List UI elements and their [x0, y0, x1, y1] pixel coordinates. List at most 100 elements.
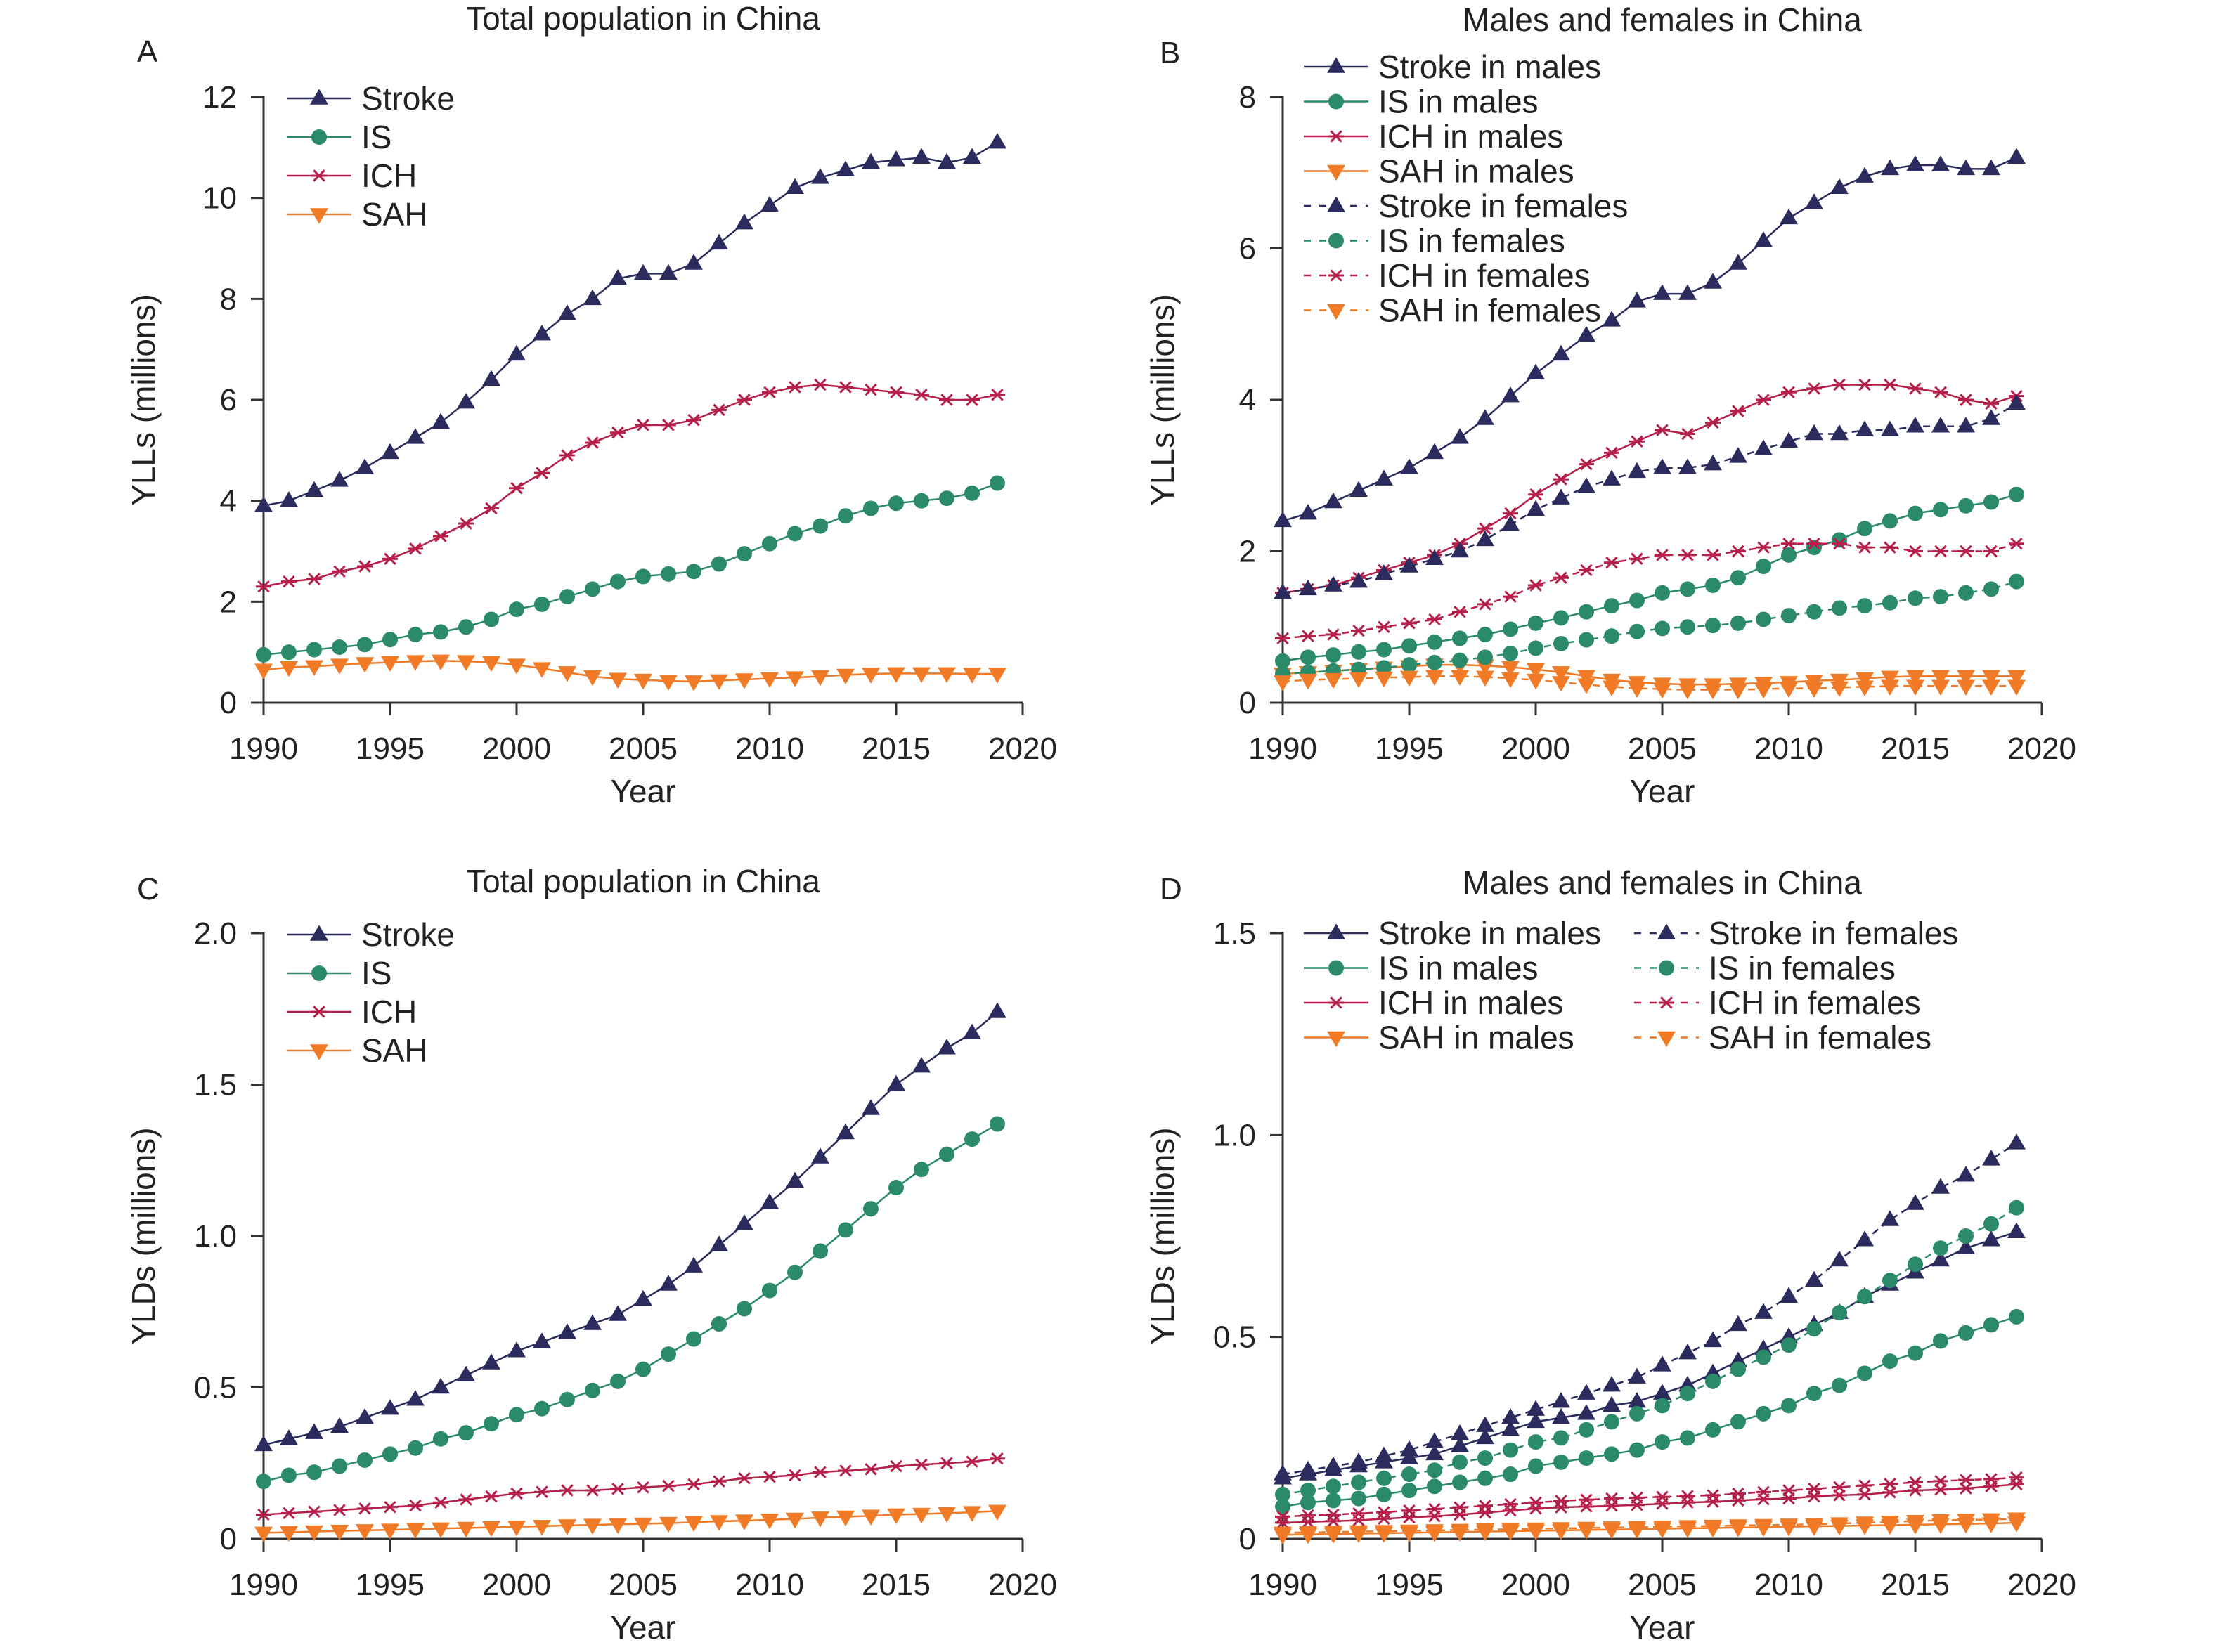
legend-item: ICH in males	[1304, 984, 1563, 1021]
data-point	[1806, 540, 1822, 556]
data-point	[1553, 1501, 1569, 1514]
axes: 0 0.5 1.0 1.5 1990 1995 2000 2005 2010 2015 2020	[1213, 916, 2076, 1602]
data-point	[509, 601, 524, 618]
data-point	[558, 304, 576, 320]
data-point	[1427, 634, 1442, 650]
data-point	[306, 1464, 322, 1481]
data-point	[1628, 1521, 1646, 1537]
data-point	[1906, 679, 1924, 696]
data-point	[914, 493, 929, 509]
data-point	[635, 1361, 651, 1377]
data-point	[659, 675, 678, 691]
y-tick-label: 2.0	[194, 916, 237, 951]
data-point	[737, 1301, 752, 1317]
data-point	[1629, 1442, 1645, 1458]
data-point	[356, 1407, 374, 1424]
data-point	[1552, 344, 1570, 361]
x-tick-label: 2015	[1881, 1568, 1950, 1602]
data-point	[1451, 1424, 1469, 1440]
data-point	[1425, 670, 1444, 686]
data-point	[280, 1526, 298, 1542]
data-point	[1729, 447, 1747, 463]
data-point	[1680, 1386, 1695, 1402]
data-point	[305, 1423, 323, 1439]
data-point	[1628, 1367, 1646, 1384]
series-line	[1282, 403, 2017, 594]
data-point	[1628, 292, 1646, 308]
legend-label: ICH in females	[1378, 257, 1591, 294]
data-point	[786, 671, 804, 687]
data-point	[813, 518, 828, 534]
data-point	[2007, 394, 2026, 410]
panels: A Total population in China 0 2 4 6 8 10 12 1990 1…	[125, 0, 2076, 1646]
data-point	[1503, 507, 1518, 520]
data-point	[1655, 1497, 1670, 1510]
data-point	[1629, 623, 1645, 639]
data-point	[1830, 178, 1849, 195]
data-point	[1553, 1430, 1569, 1446]
series-sah-in-females	[1274, 670, 2026, 700]
data-point	[1528, 1496, 1543, 1509]
x-tick-label: 2010	[1754, 731, 1823, 766]
data-point	[1604, 1492, 1619, 1505]
data-point	[1351, 644, 1366, 660]
panel-label: C	[137, 872, 160, 906]
data-point	[1527, 663, 1545, 679]
legend-label: SAH in males	[1378, 153, 1574, 190]
legend-item: Stroke in females	[1304, 188, 1628, 224]
data-point	[432, 412, 450, 429]
data-point	[1705, 1495, 1721, 1508]
data-point	[737, 1472, 752, 1485]
data-point	[281, 644, 297, 661]
data-point	[1275, 1486, 1290, 1502]
x-tick-label: 2005	[1628, 1568, 1697, 1602]
data-point	[863, 1463, 879, 1476]
data-point	[737, 546, 752, 562]
data-point	[1477, 649, 1493, 665]
data-point	[1376, 1506, 1392, 1518]
data-point	[1400, 557, 1418, 573]
data-point	[685, 675, 703, 691]
data-point	[1756, 611, 1771, 627]
data-point	[862, 152, 880, 169]
data-point	[1857, 1365, 1872, 1381]
data-point	[1503, 1497, 1518, 1511]
data-point	[811, 168, 829, 184]
data-point	[1375, 469, 1393, 486]
data-point	[1375, 564, 1393, 580]
axes: 0 2 4 6 8 1990 1995 2000 2005 2010 2015 2020	[1239, 80, 2076, 766]
x-tick-label: 1990	[1248, 1568, 1317, 1602]
data-point	[280, 661, 298, 677]
data-point	[1501, 1523, 1520, 1539]
data-point	[583, 670, 602, 687]
data-point	[1376, 1486, 1392, 1502]
data-point	[507, 658, 526, 675]
data-point	[509, 1407, 524, 1423]
data-point	[1705, 1422, 1721, 1438]
data-point	[507, 1341, 526, 1358]
data-point	[735, 1214, 753, 1230]
data-point	[1655, 620, 1670, 637]
y-tick-label: 0.5	[1213, 1320, 1256, 1355]
data-point	[1477, 1450, 1493, 1466]
legend-marker	[1328, 130, 1344, 143]
data-point	[1655, 424, 1670, 436]
data-point	[1579, 1500, 1594, 1513]
x-tick-label: 1995	[356, 1568, 425, 1602]
data-point	[406, 1523, 425, 1539]
series-stroke-in-males	[1274, 148, 2026, 528]
data-point	[1908, 505, 1923, 521]
legend-marker	[1328, 233, 1344, 249]
legend-marker	[1657, 1031, 1676, 1048]
legend-label: SAH in males	[1378, 1020, 1574, 1056]
x-tick-label: 2010	[735, 731, 804, 766]
data-point	[1730, 570, 1746, 586]
data-point	[256, 1474, 271, 1490]
legend-label: ICH in males	[1378, 118, 1563, 155]
data-point	[1705, 618, 1721, 634]
data-point	[609, 1305, 627, 1321]
data-point	[1982, 679, 2000, 696]
series-is-in-females	[1275, 1199, 2024, 1502]
data-point	[1931, 670, 1950, 686]
data-point	[406, 655, 425, 671]
